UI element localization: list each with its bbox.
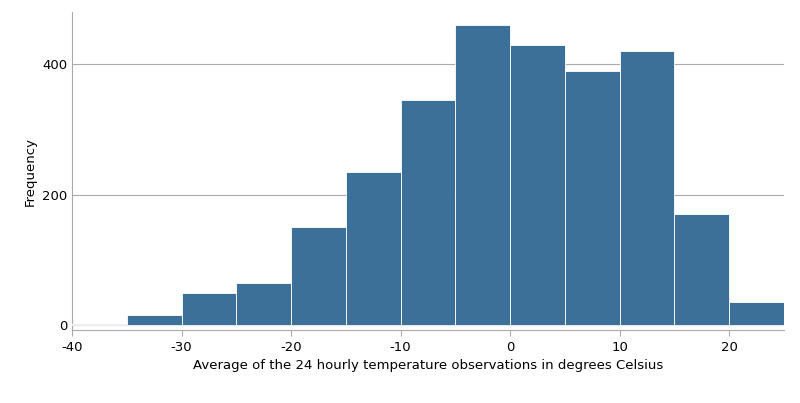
Bar	[510, 45, 565, 325]
Bar	[72, 324, 126, 325]
Bar	[346, 172, 401, 325]
Bar	[236, 283, 291, 325]
Bar	[126, 316, 182, 325]
Bar	[401, 100, 455, 325]
Bar	[730, 302, 784, 325]
Bar	[674, 214, 730, 325]
X-axis label: Average of the 24 hourly temperature observations in degrees Celsius: Average of the 24 hourly temperature obs…	[193, 359, 663, 372]
Y-axis label: Frequency: Frequency	[23, 137, 36, 206]
Bar	[182, 293, 236, 325]
Bar	[455, 25, 510, 325]
Bar	[620, 51, 674, 325]
Bar	[291, 227, 346, 325]
Bar	[565, 71, 620, 325]
